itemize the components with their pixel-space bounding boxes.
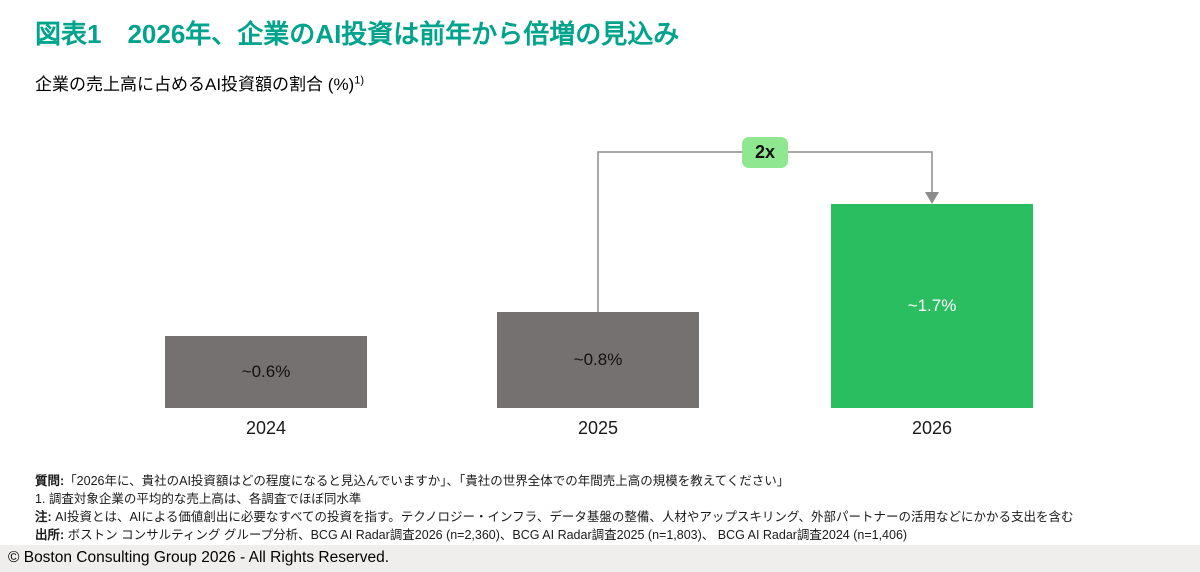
footnote-source: 出所: ボストン コンサルティング グループ分析、BCG AI Radar調査2…: [35, 526, 1185, 544]
chart-subtitle-text: 企業の売上高に占めるAI投資額の割合 (%): [35, 75, 355, 94]
page-title: 図表1 2026年、企業のAI投資は前年から倍増の見込み: [35, 19, 680, 49]
footnote-source-label: 出所:: [35, 528, 68, 542]
bar-value-label-2026: ~1.7%: [907, 296, 957, 315]
footnote-question-text: 「2026年に、貴社のAI投資額はどの程度になると見込んでいますか」、「貴社の世…: [64, 474, 790, 488]
footnote-1-text: 1. 調査対象企業の平均的な売上高は、各調査でほぼ同水準: [35, 492, 362, 506]
copyright-text: © Boston Consulting Group 2026 - All Rig…: [8, 549, 390, 566]
footnote-1: 1. 調査対象企業の平均的な売上高は、各調査でほぼ同水準: [35, 490, 1185, 508]
footer-strip: © Boston Consulting Group 2026 - All Rig…: [0, 545, 1200, 572]
bar-value-label-2025: ~0.8%: [573, 350, 623, 369]
bar-2024: ~0.6%: [165, 336, 367, 408]
footnote-question: 質問:「2026年に、貴社のAI投資額はどの程度になると見込んでいますか」、「貴…: [35, 472, 1185, 490]
growth-multiplier-badge: 2x: [742, 137, 788, 168]
bar-2025: ~0.8%: [497, 312, 699, 408]
bar-2026: ~1.7%: [831, 204, 1033, 408]
arrowhead-icon: [925, 192, 939, 204]
footnotes: 質問:「2026年に、貴社のAI投資額はどの程度になると見込んでいますか」、「貴…: [35, 472, 1185, 544]
axis-label-2025: 2025: [577, 418, 619, 438]
axis-label-2024: 2024: [245, 418, 287, 438]
footnote-source-text: ボストン コンサルティング グループ分析、BCG AI Radar調査2026 …: [67, 528, 908, 542]
footnote-marker: 1): [354, 74, 365, 87]
bar-value-label-2024: ~0.6%: [241, 362, 291, 381]
footnote-note-text: AI投資とは、AIによる価値創出に必要なすべての投資を指す。テクノロジー・インフ…: [55, 510, 1074, 524]
footnote-question-label: 質問:: [35, 474, 65, 488]
chart-subtitle: 企業の売上高に占めるAI投資額の割合 (%)1): [35, 70, 364, 95]
axis-label-2026: 2026: [911, 418, 953, 438]
slide-area: 図表1 2026年、企業のAI投資は前年から倍増の見込み 企業の売上高に占めるA…: [0, 0, 1200, 545]
footnote-note: 注: AI投資とは、AIによる価値創出に必要なすべての投資を指す。テクノロジー・…: [35, 508, 1185, 526]
footnote-note-label: 注:: [35, 510, 56, 524]
